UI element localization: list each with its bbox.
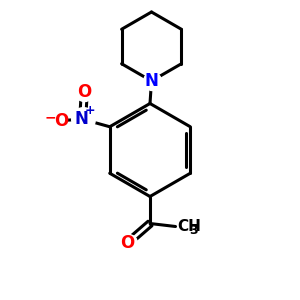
Text: CH: CH [177,219,201,234]
Text: O: O [54,112,68,130]
Text: O: O [77,83,92,101]
Text: N: N [145,72,158,90]
Text: O: O [120,234,135,252]
Text: +: + [85,104,95,117]
Text: N: N [74,110,88,128]
Text: 3: 3 [190,224,198,237]
Text: −: − [45,111,56,125]
